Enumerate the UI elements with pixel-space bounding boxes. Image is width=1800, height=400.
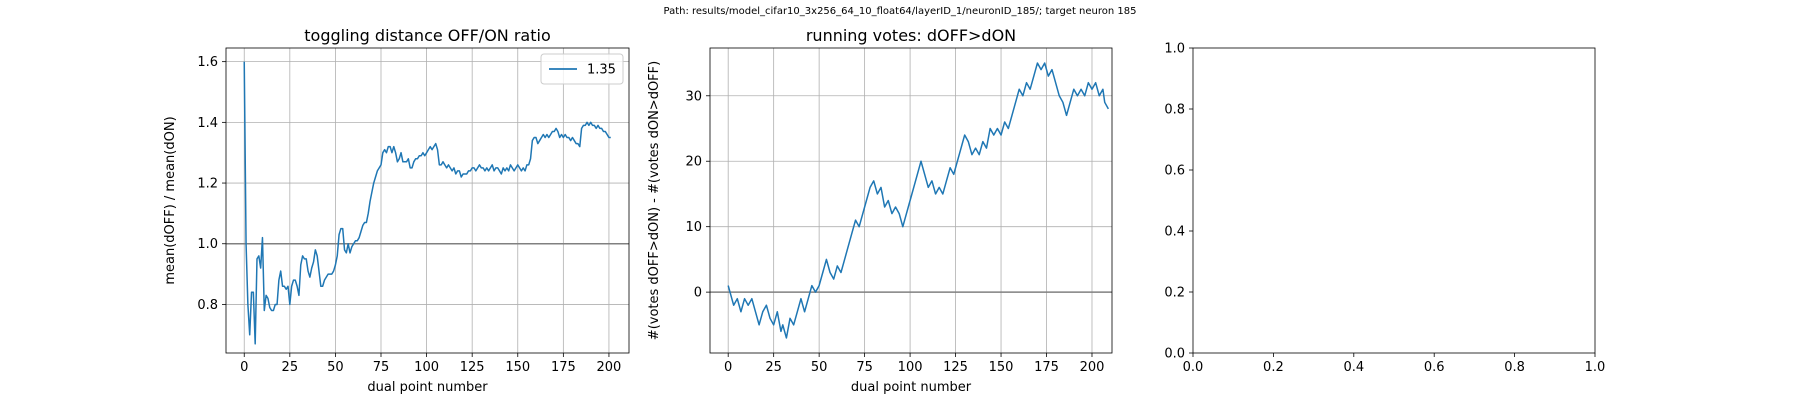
y-tick-label: 0.4 [1164,225,1185,240]
ratio-chart-title: toggling distance OFF/ON ratio [304,26,550,45]
x-tick-label: 0.8 [1504,360,1525,375]
y-tick-label: 0.8 [1164,103,1185,118]
x-tick-label: 75 [373,360,390,375]
empty-chart-panel: 0.0 0.2 0.4 0.6 0.8 1.0 0.0 0.2 0.4 0.6 0.8 1.0 [1164,42,1605,376]
votes-series-line [727,62,1110,339]
y-tick-label: 0 [694,286,702,301]
y-tick-label: 0.2 [1164,286,1185,301]
x-tick-label: 0.4 [1343,360,1364,375]
x-tick-label: 100 [414,360,439,375]
y-tick-label: 30 [685,89,702,104]
x-tick-label: 100 [898,360,923,375]
x-tick-label: 200 [1080,360,1105,375]
x-tick-label: 50 [327,360,344,375]
x-tick-label: 75 [856,360,873,375]
x-tick-label: 0.0 [1183,360,1204,375]
y-tick-label: 0.0 [1164,347,1185,362]
y-tick-label: 1.0 [197,237,218,252]
legend-frame [540,53,624,85]
axes-frame [1192,47,1596,354]
y-tick-label: 20 [685,155,702,170]
axes-frame [709,47,1113,354]
x-tick-label: 25 [765,360,782,375]
y-tick-label: 0.6 [1164,164,1185,179]
legend: 1.35 [540,53,624,85]
x-tick-label: 200 [597,360,622,375]
x-tick-label: 125 [460,360,485,375]
x-tick-label: 0.2 [1263,360,1284,375]
x-tick-label: 175 [551,360,576,375]
y-tick-label: 1.4 [197,116,218,131]
votes-x-axis-label: dual point number [851,380,972,395]
votes-chart-title: running votes: dOFF>dON [806,26,1016,45]
votes-y-axis-label: #(votes dOFF>dON) - #(votes dON>dOFF) [647,61,662,340]
x-tick-label: 175 [1034,360,1059,375]
votes-chart-panel: 0 25 50 75 100 125 150 175 200 0 10 20 30 running vot… [647,26,1113,395]
x-tick-label: 50 [811,360,828,375]
y-tick-label: 1.6 [197,55,218,70]
x-tick-label: 1.0 [1585,360,1606,375]
legend-label: 1.35 [587,63,616,78]
y-tick-label: 1.0 [1164,42,1185,57]
x-tick-label: 25 [282,360,299,375]
ratio-x-axis-label: dual point number [367,380,488,395]
x-tick-label: 0 [240,360,248,375]
ratio-y-axis-label: mean(dOFF) / mean(dON) [163,116,178,284]
x-tick-label: 125 [943,360,968,375]
y-tick-label: 0.8 [197,298,218,313]
x-tick-label: 150 [505,360,530,375]
figure-suptitle: Path: results/model_cifar10_3x256_64_10_… [663,6,1137,17]
ratio-chart-panel: 0 25 50 75 100 125 150 175 200 0.8 1.0 1.2 1.4 1.6 tog… [163,26,630,395]
y-tick-label: 1.2 [197,177,218,192]
x-tick-label: 0.6 [1424,360,1445,375]
y-tick-label: 10 [685,220,702,235]
x-tick-label: 0 [724,360,732,375]
x-tick-label: 150 [989,360,1014,375]
ratio-series-line [243,61,611,345]
axes-frame [225,47,630,354]
